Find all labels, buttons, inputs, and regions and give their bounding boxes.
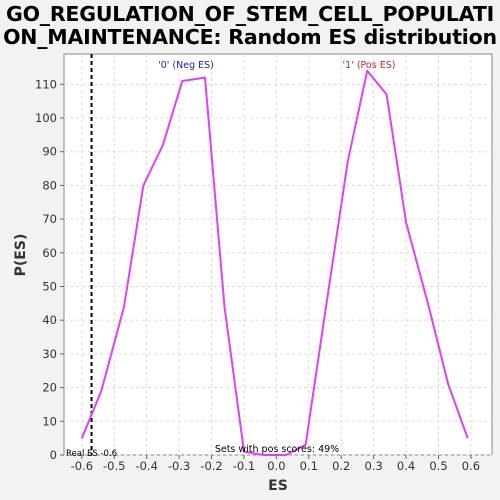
x-tick-label: 0.4 bbox=[397, 459, 415, 473]
x-tick-label: -0.1 bbox=[233, 459, 255, 473]
grid-layer bbox=[64, 54, 492, 456]
y-axis-label: P(ES) bbox=[13, 234, 29, 277]
y-tick-label: 10 bbox=[42, 414, 57, 428]
y-tick-label: 30 bbox=[42, 347, 57, 361]
x-tick-label: -0.3 bbox=[168, 459, 190, 473]
y-tick-label: 70 bbox=[42, 212, 57, 226]
chart-title-line-2: ON_MAINTENANCE: Random ES distribution bbox=[3, 25, 497, 49]
x-tick-label: -0.4 bbox=[135, 459, 157, 473]
x-tick-label: -0.6 bbox=[71, 459, 93, 473]
x-axis-label: ES bbox=[268, 478, 288, 494]
y-tick-label: 60 bbox=[42, 246, 57, 260]
x-tick-label: 0.3 bbox=[365, 459, 383, 473]
y-tick-label: 50 bbox=[42, 280, 57, 294]
x-tick-label: 0.0 bbox=[267, 459, 285, 473]
y-tick-label: 90 bbox=[42, 145, 57, 159]
es-distribution-line bbox=[80, 69, 469, 456]
y-tick-label: 100 bbox=[35, 111, 57, 125]
neg-es-label: '0' (Neg ES) bbox=[158, 60, 214, 71]
y-tick-label: 40 bbox=[42, 313, 57, 327]
real-es-text: Real ES -0.6 bbox=[66, 449, 117, 459]
plot-background bbox=[63, 53, 493, 456]
y-tick-label: 20 bbox=[42, 381, 57, 395]
x-tick-label: -0.2 bbox=[200, 459, 222, 473]
pos-es-label: '1' (Pos ES) bbox=[343, 60, 396, 71]
y-tick-label: 0 bbox=[50, 448, 57, 462]
x-tick-label: 0.6 bbox=[462, 459, 480, 473]
y-tick-label: 110 bbox=[35, 77, 57, 91]
chart-title-line-1: GO_REGULATION_OF_STEM_CELL_POPULATI bbox=[5, 2, 495, 26]
x-tick-label: 0.2 bbox=[332, 459, 350, 473]
sets-pos-scores-text: Sets with pos scores: 49% bbox=[215, 444, 339, 455]
x-tick-label: -0.5 bbox=[103, 459, 125, 473]
x-tick-label: 0.1 bbox=[300, 459, 318, 473]
x-tick-label: 0.5 bbox=[429, 459, 447, 473]
y-tick-label: 80 bbox=[42, 178, 57, 192]
series-layer bbox=[80, 69, 469, 456]
axis-layer: -0.6 -0.5 -0.4 -0.3 -0.2 -0.1 0.0 0.1 0.2 0.3 0.4 0… bbox=[35, 77, 480, 473]
